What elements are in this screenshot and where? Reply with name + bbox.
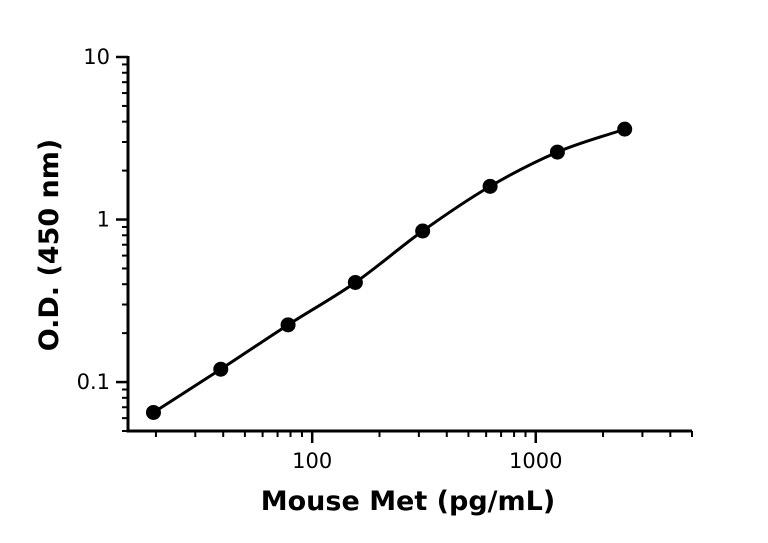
x-axis: 100 1000 [126, 429, 693, 473]
x-axis-title: Mouse Met (pg/mL) [261, 486, 555, 517]
data-point [213, 361, 229, 377]
y-axis-title: O.D. (450 nm) [34, 139, 65, 351]
y-axis: 0.1 1 10 [77, 45, 130, 433]
fit-curve-group [152, 127, 626, 414]
y-tick-label: 1 [97, 208, 110, 232]
x-tick-label: 1000 [509, 449, 562, 473]
data-point [145, 404, 161, 420]
data-point [549, 144, 565, 160]
data-point [280, 317, 296, 333]
data-point [617, 121, 633, 137]
data-point [347, 274, 363, 290]
y-tick-label: 0.1 [77, 370, 110, 394]
data-points [145, 121, 633, 420]
data-point [482, 178, 498, 194]
y-tick-label: 10 [83, 45, 110, 69]
x-tick-label: 100 [292, 449, 332, 473]
fit-curve [152, 127, 626, 414]
data-point [415, 223, 431, 239]
